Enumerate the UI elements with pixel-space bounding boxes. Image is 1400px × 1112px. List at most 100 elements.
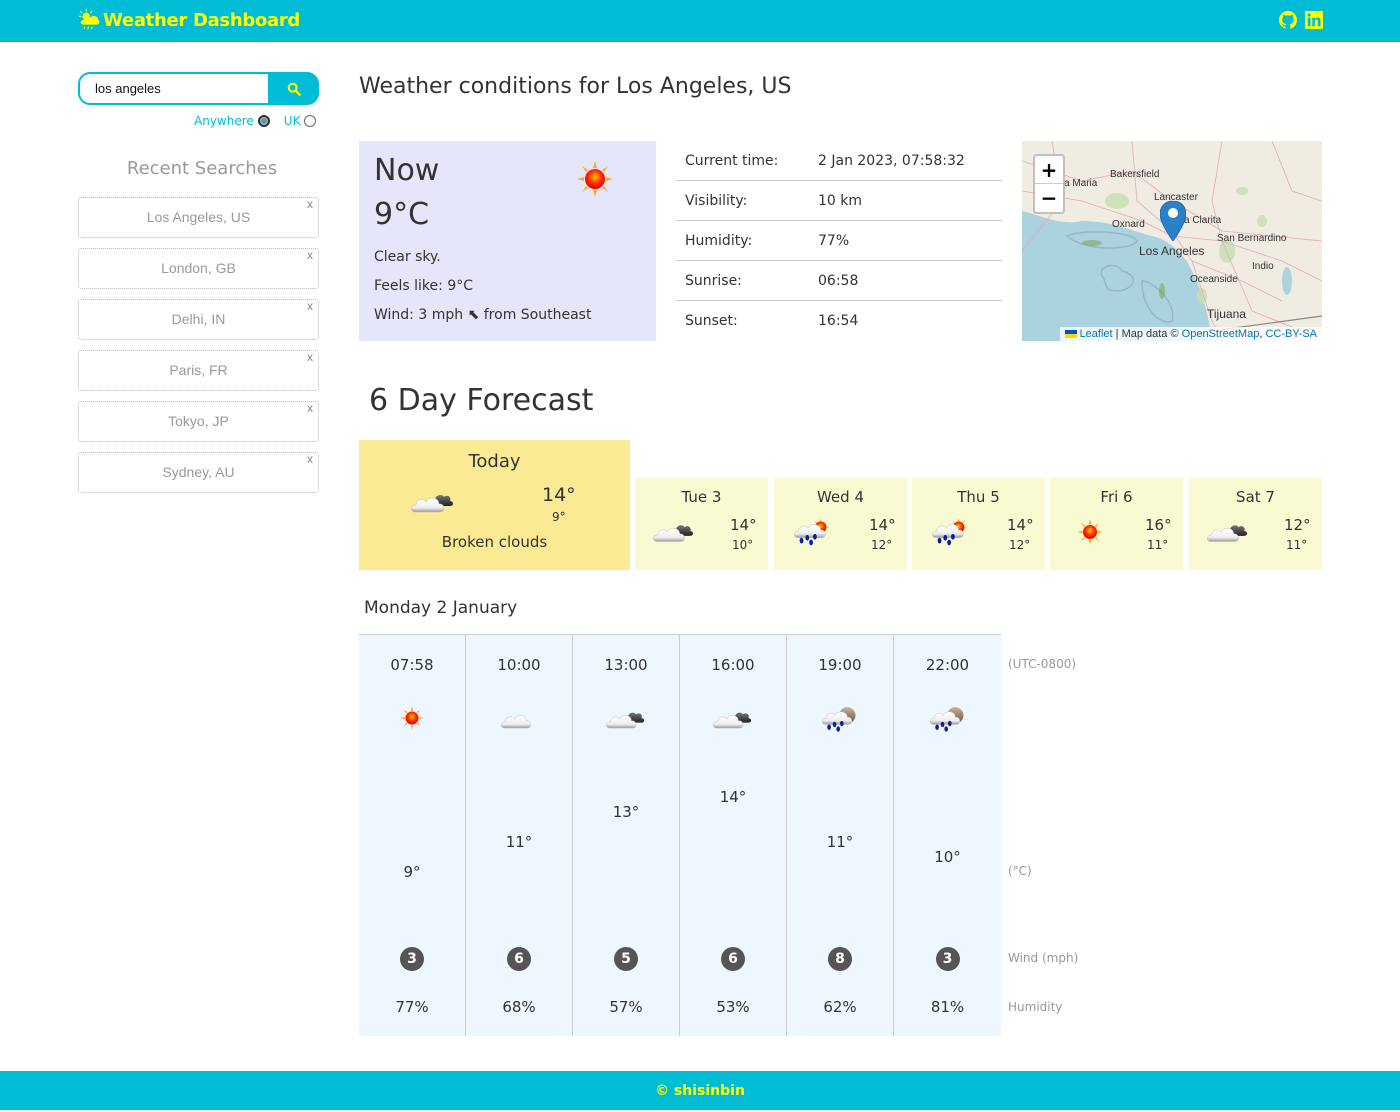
map-label: Oxnard (1112, 219, 1145, 230)
recent-search-label: Delhi, IN (171, 311, 226, 327)
search-button[interactable] (268, 72, 319, 105)
current-details-table: Current time: 2 Jan 2023, 07:58:32 Visibi… (676, 141, 1002, 341)
hour-time: 22:00 (925, 656, 970, 674)
hourly-day-heading: Monday 2 January (364, 598, 518, 618)
remove-recent-button[interactable]: x (307, 452, 313, 466)
humidity-row-label: Humidity (1008, 1000, 1063, 1014)
recent-search-item[interactable]: Paris, FR x (78, 350, 319, 391)
hour-time: 10:00 (497, 656, 541, 674)
hour-humidity: 68% (502, 998, 536, 1016)
high-temp: 14° (869, 516, 896, 534)
wind-direction-arrow-icon: ⬉ (467, 307, 480, 323)
high-temp: 14° (542, 484, 576, 506)
day-name: Thu 5 (957, 488, 1000, 506)
recent-search-item[interactable]: London, GB x (78, 248, 319, 289)
temp-unit-label: (°C) (1008, 864, 1032, 878)
zoom-in-button[interactable]: + (1035, 156, 1063, 184)
broken-clouds-icon (713, 705, 753, 733)
scope-anywhere-radio[interactable] (257, 115, 270, 127)
osm-link[interactable]: OpenStreetMap (1181, 328, 1260, 340)
hour-humidity: 77% (395, 998, 429, 1016)
map-label: a Maria (1064, 178, 1098, 189)
forecast-day[interactable]: Thu 5 14° 12° (912, 478, 1045, 570)
linkedin-icon[interactable] (1305, 11, 1323, 29)
map-tiles[interactable] (1022, 141, 1322, 341)
hour-humidity: 57% (609, 998, 643, 1016)
brand[interactable]: Weather Dashboard (78, 9, 300, 31)
remove-recent-button[interactable]: x (307, 299, 313, 313)
hour-humidity: 62% (823, 998, 857, 1016)
wind-badge: 8 (828, 944, 855, 971)
zoom-out-button[interactable]: − (1040, 186, 1058, 210)
map-label: Los Angeles (1139, 244, 1205, 258)
scope-uk-radio[interactable] (304, 115, 317, 127)
detail-row-visibility: Visibility: 10 km (676, 181, 1002, 221)
forecast-day-today[interactable]: Today 14° 9° Broken clouds (359, 440, 630, 570)
city-search-input[interactable] (78, 72, 268, 105)
day-name: Wed 4 (816, 488, 864, 506)
forecast-day[interactable]: Wed 4 14° 12° (774, 478, 907, 570)
remove-recent-button[interactable]: x (307, 248, 313, 262)
recent-search-label: Tokyo, JP (168, 413, 229, 429)
top-navbar: Weather Dashboard (0, 0, 1400, 42)
feels-like: Feels like: 9°C (374, 278, 473, 294)
search-form (78, 72, 319, 105)
recent-search-label: Paris, FR (169, 362, 228, 378)
scope-anywhere-label: Anywhere (194, 114, 254, 128)
remove-recent-button[interactable]: x (307, 350, 313, 364)
clear-sky-icon (1076, 518, 1104, 546)
forecast-day[interactable]: Tue 3 14° 10° (635, 478, 768, 570)
broken-clouds-icon (1207, 518, 1249, 546)
current-wind: Wind: 3 mph ⬉ from Southeast (374, 307, 592, 323)
forecast-day[interactable]: Fri 6 16° 11° (1050, 478, 1183, 570)
wind-badge: 6 (721, 947, 745, 971)
day-name: Fri 6 (1100, 488, 1133, 506)
location-map[interactable]: Bakersfield a Maria Lancaster Oxnard a C… (1022, 141, 1322, 341)
high-temp: 12° (1284, 516, 1311, 534)
hour-column: 10:00 11° 6 68% (466, 635, 573, 1036)
recent-search-item[interactable]: Delhi, IN x (78, 299, 319, 340)
leaflet-link[interactable]: Leaflet (1079, 328, 1113, 340)
hour-time: 13:00 (604, 656, 648, 674)
broken-clouds-icon (606, 705, 646, 733)
now-label: Now (374, 153, 440, 188)
detail-row-humidity: Humidity: 77% (676, 221, 1002, 261)
recent-search-label: London, GB (161, 260, 236, 276)
github-icon[interactable] (1279, 11, 1297, 29)
rain-night-icon (928, 705, 968, 733)
remove-recent-button[interactable]: x (307, 401, 313, 415)
license-link[interactable]: CC-BY-SA (1265, 328, 1317, 340)
recent-searches-title: Recent Searches (126, 158, 278, 179)
low-temp: 11° (1147, 538, 1169, 552)
forecast-day[interactable]: Sat 7 12° 11° (1189, 478, 1322, 570)
page-title: Weather conditions for Los Angeles, US (359, 74, 792, 99)
day-name: Today (468, 451, 521, 472)
low-temp: 12° (1009, 538, 1031, 552)
recent-searches-list: Los Angeles, US x London, GB x Delhi, IN x … (78, 197, 319, 503)
wind-badge: 6 (503, 947, 531, 971)
ukraine-flag-icon (1064, 330, 1077, 339)
recent-search-item[interactable]: Los Angeles, US x (78, 197, 319, 238)
map-label: a Clarita (1184, 215, 1222, 226)
search-scope: Anywhere UK (194, 114, 317, 128)
recent-search-item[interactable]: Tokyo, JP x (78, 401, 319, 442)
hour-column: 22:00 10° 3 81% (894, 635, 1001, 1036)
rain-sun-icon (792, 518, 834, 546)
hour-temp: 10° (934, 848, 961, 866)
hour-temp: 11° (826, 833, 854, 851)
recent-search-item[interactable]: Sydney, AU x (78, 452, 319, 493)
timezone-label: (UTC-0800) (1008, 657, 1077, 671)
detail-row-sunrise: Sunrise: 06:58 (676, 261, 1002, 301)
hour-temp: 14° (719, 788, 747, 806)
recent-search-label: Los Angeles, US (146, 209, 251, 225)
cloud-icon (499, 705, 539, 733)
current-weather-card: Now 9°C Clear sky. Feels like: 9°C Wind:… (359, 141, 656, 341)
map-marker-icon[interactable] (1160, 201, 1186, 241)
remove-recent-button[interactable]: x (307, 197, 313, 211)
map-zoom-control: + − (1033, 154, 1065, 214)
hour-column: 07:58 9° 3 77% (359, 635, 466, 1036)
forecast-title: 6 Day Forecast (369, 383, 594, 418)
day-name: Sat 7 (1236, 488, 1275, 506)
broken-clouds-icon (411, 488, 455, 516)
footer-credit[interactable]: © shisinbin (655, 1083, 745, 1099)
